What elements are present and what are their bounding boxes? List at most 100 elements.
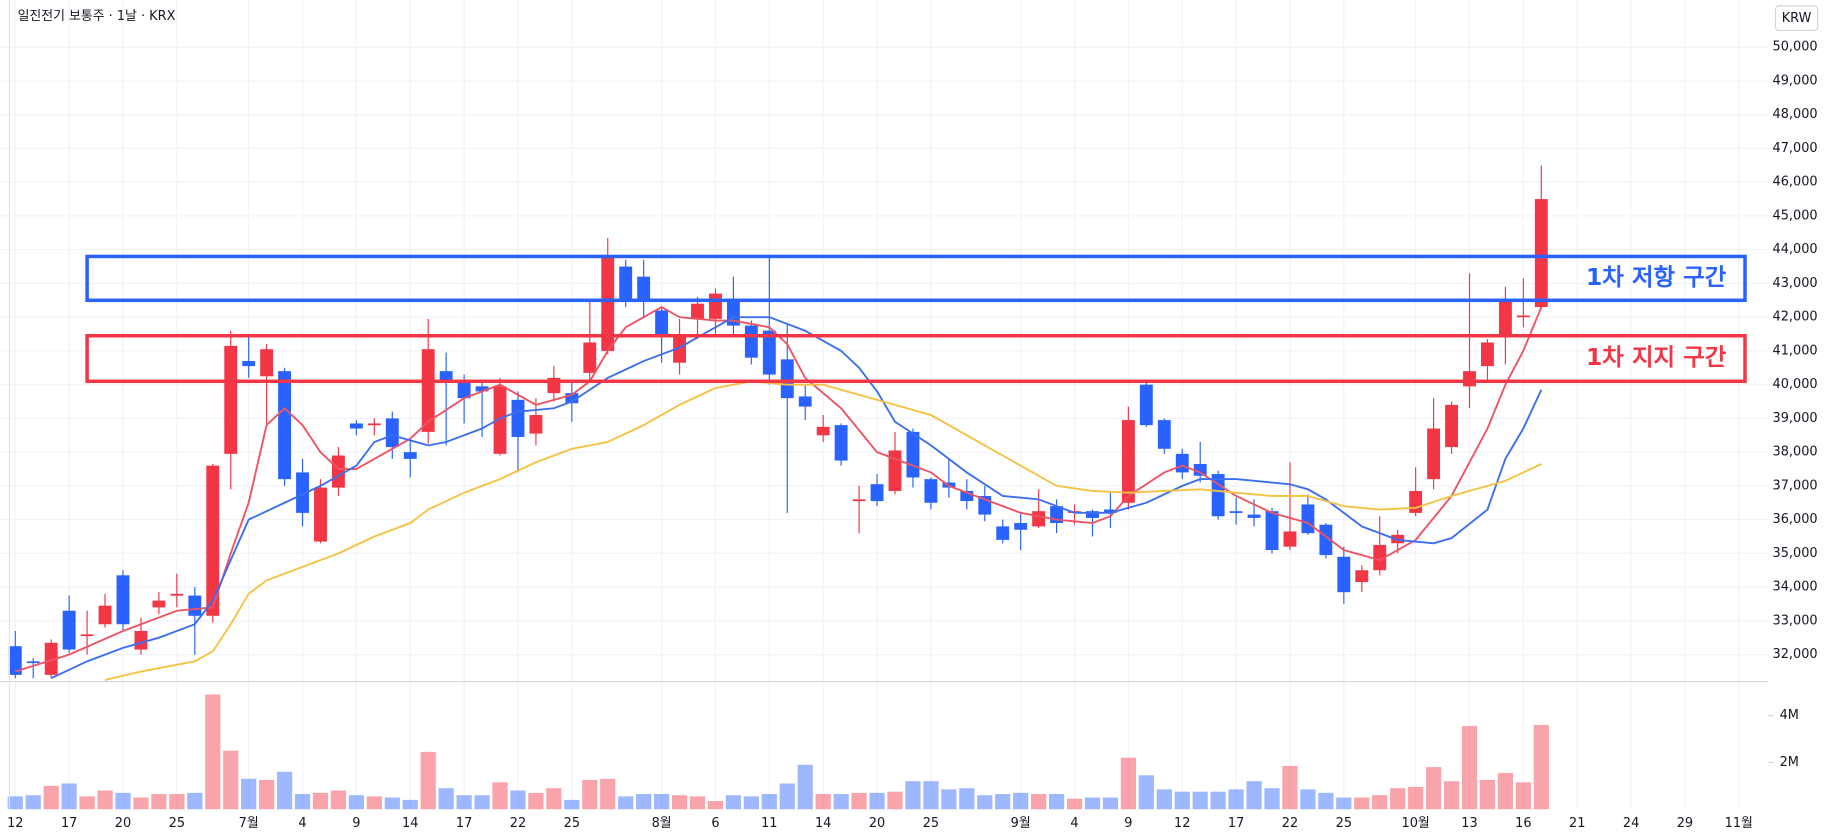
volume-bar [1264, 788, 1280, 810]
candle-body [637, 276, 651, 301]
volume-bar [618, 796, 634, 810]
volume-bar [276, 771, 293, 810]
x-tick-label: 17 [456, 816, 472, 831]
volume-bar [420, 751, 436, 810]
y-tick-label: 33,000 [1773, 613, 1818, 628]
volume-bar [1354, 797, 1370, 810]
candle-body [206, 465, 220, 616]
y-tick-label: 45,000 [1773, 208, 1818, 223]
y-tick-label: 41,000 [1773, 343, 1818, 358]
x-tick-label: 12 [1174, 816, 1190, 831]
candle-body [565, 393, 579, 404]
x-tick-label: 11 [761, 816, 777, 831]
y-tick-label: 43,000 [1773, 276, 1818, 291]
volume-bar [384, 797, 400, 810]
candle-body [367, 423, 381, 426]
candle-body [98, 605, 112, 625]
currency-box [1774, 5, 1819, 32]
candle-body [762, 330, 776, 375]
volume-bar [259, 779, 275, 810]
volume-bar [707, 801, 724, 810]
volume-bar [1210, 791, 1226, 810]
candle-body [709, 293, 722, 319]
candle-body [260, 349, 274, 377]
candle-body [80, 634, 94, 637]
volume-bar [1461, 726, 1478, 810]
volume-bar [636, 794, 652, 810]
candle-body [385, 418, 399, 448]
x-tick-label: 11월 [1725, 816, 1753, 831]
candle-body [1427, 428, 1441, 480]
volume-bar [1174, 791, 1190, 810]
y-tick-label: 35,000 [1773, 546, 1818, 561]
volume-bar [743, 796, 759, 810]
volume-bar [797, 764, 813, 810]
x-tick-label: 6 [711, 816, 719, 831]
candle-body [1481, 342, 1494, 367]
candle-body [1211, 474, 1225, 517]
candle-body [44, 642, 58, 675]
zone-label: 1차 지지 구간 [1586, 343, 1727, 371]
candle-body [493, 386, 507, 454]
y-tick-label: 48,000 [1773, 107, 1818, 122]
volume-bar [510, 790, 526, 810]
volume-bar [1300, 789, 1316, 810]
x-tick-label: 29 [1677, 816, 1693, 831]
grid [0, 0, 1774, 810]
volume-bar [815, 794, 831, 810]
candle-body [1032, 511, 1046, 527]
candle-body [852, 499, 866, 502]
volume-bar [869, 792, 885, 810]
volume-bar [1443, 781, 1460, 810]
candle-body [583, 342, 597, 373]
y-tick-label: 37,000 [1773, 478, 1818, 493]
candle-body [1193, 463, 1207, 476]
candle-body [1301, 504, 1315, 534]
x-tick-label: 7월 [239, 816, 259, 831]
volume-bar [97, 790, 113, 810]
candle-body [152, 600, 166, 608]
volume-bar [348, 795, 365, 810]
volume-bar [133, 797, 149, 810]
candle-body [906, 431, 920, 478]
candle-body [1265, 511, 1279, 551]
volume-bar [151, 794, 167, 810]
volume-bar [1138, 775, 1154, 810]
candle-body [834, 425, 848, 461]
zone-label: 1차 저항 구간 [1586, 263, 1727, 291]
candle-body [798, 396, 812, 407]
x-tick-label: 13 [1461, 816, 1477, 831]
x-tick-label: 9 [352, 816, 360, 831]
volume-bar [294, 794, 311, 810]
candle-body [331, 455, 345, 488]
candle-body [1014, 523, 1028, 530]
candle-body [170, 593, 184, 596]
volume-bar [1066, 798, 1083, 810]
volume-bar [1372, 795, 1388, 810]
candle-body [116, 575, 130, 625]
candle-body [996, 526, 1010, 540]
volume-bar [187, 792, 203, 810]
candle-body [26, 661, 40, 664]
volume-bar [905, 781, 921, 810]
candle-body [1319, 524, 1333, 556]
volume-bar [1228, 789, 1244, 810]
y-tick-label: 42,000 [1773, 310, 1818, 325]
x-tick-label: 25 [169, 816, 185, 831]
currency-label: KRW [1782, 11, 1812, 26]
candle-body [134, 630, 148, 650]
volume-bar [779, 783, 795, 810]
candle-body [619, 266, 633, 302]
candle-body [960, 490, 974, 502]
candle-body [439, 371, 453, 382]
volume-bar [1497, 772, 1514, 810]
volume-bar [689, 796, 706, 810]
volume-bar [312, 792, 329, 810]
volume-bar [330, 790, 347, 810]
x-tick-label: 21 [1569, 816, 1585, 831]
volume-bar [1031, 794, 1047, 810]
volume-bar [43, 785, 59, 810]
candle-body [1283, 531, 1297, 547]
candle-body [529, 415, 543, 434]
